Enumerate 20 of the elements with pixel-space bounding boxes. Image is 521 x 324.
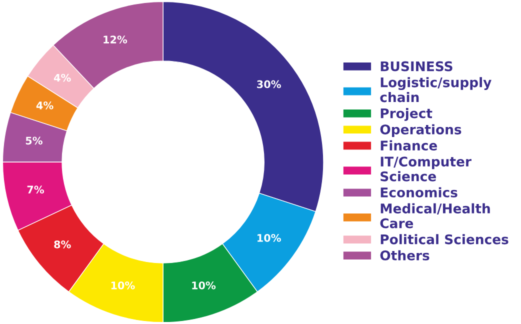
data-label: 5% [26, 136, 42, 145]
legend-label: Economics [380, 187, 458, 198]
data-label: 7% [27, 186, 44, 194]
legend-label: Operations [380, 124, 462, 137]
legend-label: Political Sciences [380, 234, 508, 244]
legend-label: Finance [380, 140, 438, 151]
data-label: 30% [257, 80, 281, 88]
data-label: 4% [36, 101, 54, 110]
legend-label: Medical/Health Care [380, 203, 490, 228]
legend-label: IT/Computer Science [380, 156, 472, 182]
legend-label: BUSINESS [380, 61, 452, 72]
data-label: 12% [104, 36, 128, 44]
legend-label: Logistic/supply chain [380, 77, 492, 102]
data-label: 4% [54, 74, 71, 82]
data-label: 10% [111, 281, 135, 290]
legend-label: Others [380, 250, 430, 260]
data-label: 10% [258, 234, 281, 242]
legend-label: Project [380, 108, 432, 121]
data-label: 8% [54, 240, 71, 248]
data-label: 10% [192, 281, 216, 290]
